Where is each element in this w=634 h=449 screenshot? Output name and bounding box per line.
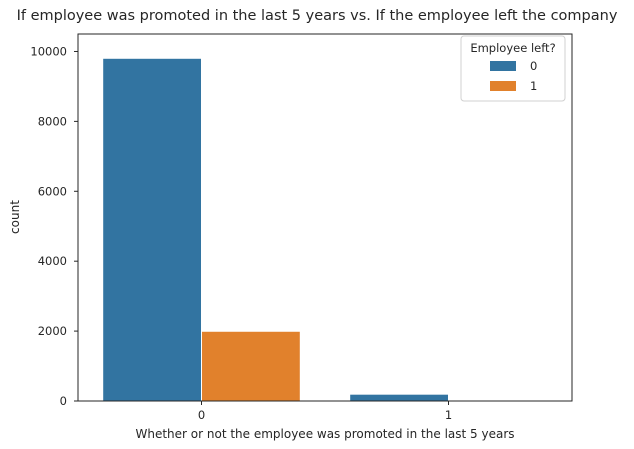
legend-title: Employee left? — [470, 41, 555, 55]
legend-label: 1 — [530, 79, 537, 93]
chart-title: If employee was promoted in the last 5 y… — [17, 8, 618, 24]
y-tick-label: 10000 — [30, 44, 67, 58]
x-axis-label: Whether or not the employee was promoted… — [135, 427, 514, 441]
legend-label: 0 — [530, 59, 537, 73]
y-tick-label: 4000 — [38, 254, 67, 268]
y-tick-label: 2000 — [38, 324, 67, 338]
y-tick-label: 8000 — [38, 114, 67, 128]
y-tick-label: 6000 — [38, 184, 67, 198]
x-tick-label: 0 — [198, 408, 205, 422]
legend-swatch — [490, 81, 516, 91]
legend-swatch — [490, 61, 516, 71]
legend-items: 01 — [490, 59, 537, 93]
bars — [102, 57, 450, 402]
bar-0-series-0 — [102, 57, 202, 402]
legend: Employee left? 01 — [460, 35, 566, 102]
y-axis-label: count — [8, 200, 22, 234]
plot-frame — [77, 33, 573, 402]
bar-1-series-0 — [349, 393, 450, 402]
x-tick-label: 1 — [445, 408, 452, 422]
y-tick-label: 0 — [60, 394, 67, 408]
bar-0-series-1 — [201, 330, 301, 402]
y-axis: 0 2000 4000 6000 8000 10000 — [30, 44, 78, 408]
